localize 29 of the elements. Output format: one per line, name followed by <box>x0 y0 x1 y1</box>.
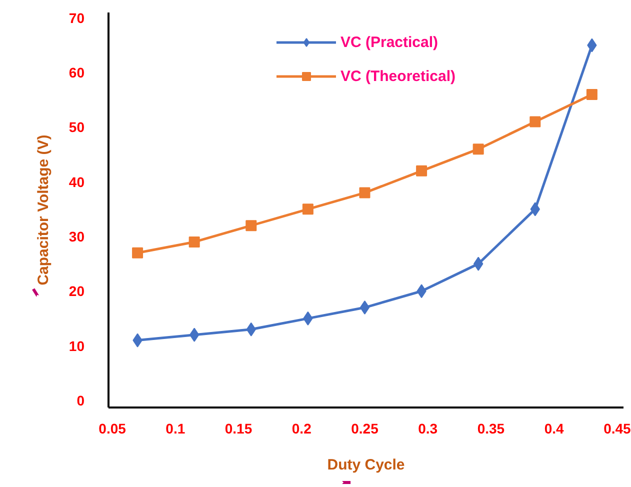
y-tick-label: 60 <box>68 64 85 81</box>
point <box>416 165 428 176</box>
x-tick-label: 0.35 <box>477 420 505 436</box>
x-tick-label: 0.25 <box>351 420 379 436</box>
legend-label: VC (Practical) <box>340 34 438 50</box>
point <box>132 247 144 258</box>
y-tick-label: 0 <box>76 392 85 408</box>
point <box>302 204 314 215</box>
legend-label: VC (Theoretical) <box>340 68 456 84</box>
point <box>530 116 541 128</box>
point <box>246 220 257 232</box>
x-tick-label: 0.3 <box>418 420 438 436</box>
point <box>472 144 484 155</box>
y-tick-label: 70 <box>68 10 85 26</box>
x-tick-label: 0.15 <box>224 420 252 436</box>
x-tick-label: 0.2 <box>292 420 312 436</box>
x-axis-title: Duty Cycle <box>327 456 405 474</box>
point <box>359 187 370 198</box>
y-tick-label: 40 <box>68 174 85 190</box>
x-tick-label: 0.1 <box>166 420 186 436</box>
x-tick-label: 0.45 <box>604 420 631 436</box>
y-tick-label: 30 <box>68 228 85 244</box>
point <box>188 236 200 248</box>
point <box>586 88 598 100</box>
point <box>360 300 370 315</box>
y-tick-label: 50 <box>68 119 85 136</box>
x-tick-label: 0.05 <box>98 420 126 436</box>
x-tick-label: 0.4 <box>544 420 564 436</box>
y-axis-title: Capacitor Voltage (V) <box>34 134 52 286</box>
